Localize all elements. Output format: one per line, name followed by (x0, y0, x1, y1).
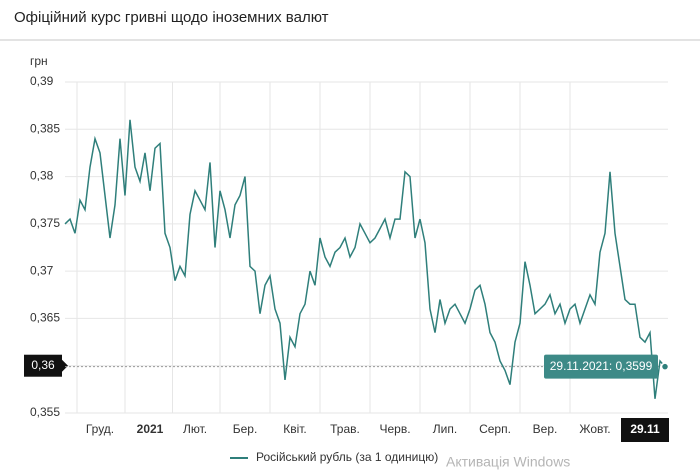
x-tick-label: Жовт. (579, 422, 610, 436)
y-tick-label: 0,37 (30, 263, 54, 277)
x-cursor-box (621, 418, 669, 442)
tooltip-text: 29.11.2021: 0,3599 (550, 359, 653, 373)
x-tick-label: Черв. (379, 422, 410, 436)
y-tick-label: 0,365 (30, 311, 60, 325)
y-tick-label: 0,38 (30, 169, 54, 183)
legend-label: Російський рубль (за 1 одиницю) (256, 450, 438, 464)
y-tick-label: 0,385 (30, 121, 60, 135)
x-tick-label: Лют. (183, 422, 207, 436)
y-cursor-pointer (62, 359, 68, 372)
x-tick-label: 2021 (137, 422, 164, 436)
x-tick-label: Груд. (86, 422, 114, 436)
x-tick-label: Квіт. (283, 422, 307, 436)
x-tick-label: Вер. (533, 422, 558, 436)
series-line (64, 119, 666, 399)
y-tick-label: 0,39 (30, 74, 54, 88)
page-title: Офіційний курс гривні щодо іноземних вал… (14, 9, 329, 26)
x-tick-label: 29.11 (630, 422, 660, 436)
x-tick-label: Трав. (330, 422, 360, 436)
y-axis-label: грн (30, 54, 48, 68)
y-tick-label: 0,355 (30, 405, 60, 419)
y-tick-label: 0,375 (30, 216, 60, 230)
watermark: Активація Windows (446, 454, 570, 470)
x-tick-label: Серп. (479, 422, 511, 436)
tooltip-box (544, 354, 658, 379)
x-tick-label: Бер. (233, 422, 258, 436)
y-cursor-box (24, 354, 62, 377)
y-tick-label: 0,36 (31, 358, 55, 372)
x-tick-label: Лип. (433, 422, 457, 436)
cursor-point (660, 362, 670, 371)
